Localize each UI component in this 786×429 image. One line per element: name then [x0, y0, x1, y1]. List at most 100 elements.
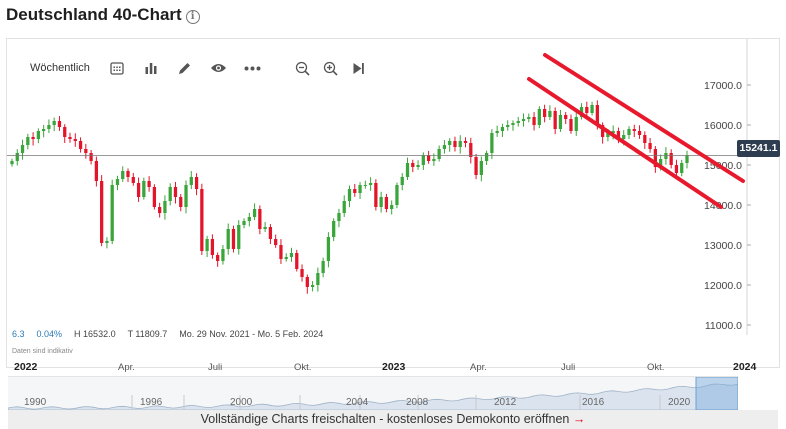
candle-body: [173, 187, 178, 197]
candle-body: [363, 185, 367, 186]
candle-body: [147, 181, 151, 187]
candle-body: [627, 129, 631, 135]
pencil-icon[interactable]: [176, 59, 194, 77]
candle-body: [10, 161, 14, 165]
candle-body: [342, 201, 346, 213]
candle-body: [52, 121, 56, 125]
change-value: 6.3: [12, 329, 25, 339]
candle-body: [305, 277, 309, 287]
candle-body: [210, 239, 215, 255]
info-icon[interactable]: i: [185, 10, 200, 24]
candle-body: [384, 197, 389, 209]
candle-body: [495, 131, 499, 133]
candle-body: [595, 105, 599, 125]
candle-body: [521, 119, 526, 121]
candle-body: [585, 107, 589, 113]
candle-body: [685, 155, 689, 163]
candle-body: [379, 197, 383, 207]
candle-body: [332, 221, 336, 237]
candle-body: [89, 153, 93, 161]
candle-body: [194, 177, 199, 189]
time-axis-label: 2024: [733, 361, 757, 373]
zoom-in-icon[interactable]: [322, 59, 340, 77]
candle-body: [221, 249, 225, 261]
candle-body: [200, 189, 204, 251]
candle-body: [532, 117, 536, 125]
candle-body: [669, 153, 673, 165]
candle-body: [263, 227, 267, 229]
candle-body: [658, 159, 663, 167]
candle-body: [63, 127, 67, 137]
trend-line-lower: [527, 77, 723, 209]
more-icon[interactable]: [244, 59, 262, 77]
chart-toolbar: Wöchentlich: [30, 58, 384, 78]
y-tick-label: 12000.0: [704, 280, 742, 292]
candle-body: [574, 117, 578, 131]
cta-link[interactable]: kostenloses Demokonto eröffnen: [386, 412, 570, 426]
candle-body: [653, 149, 657, 167]
candle-body: [326, 237, 331, 261]
navigator-selected-range[interactable]: [695, 377, 738, 410]
candle-body: [42, 129, 46, 131]
candle-body: [358, 185, 362, 193]
candle-body: [664, 153, 668, 159]
candle-body: [400, 177, 404, 185]
time-axis-label: Apr.: [470, 362, 487, 373]
candle-body: [242, 221, 246, 225]
calendar-icon[interactable]: [108, 59, 126, 77]
candle-body: [490, 133, 494, 153]
y-tick-label: 11000.0: [705, 320, 742, 332]
interval-selector[interactable]: Wöchentlich: [30, 62, 90, 74]
candle-body: [279, 245, 283, 259]
bar-chart-icon[interactable]: [142, 59, 160, 77]
candlestick-chart[interactable]: 17000.016000.015000.014000.013000.012000…: [7, 39, 781, 369]
candle-body: [553, 111, 557, 129]
candle-body: [484, 153, 489, 161]
chart-panel[interactable]: 17000.016000.015000.014000.013000.012000…: [6, 38, 780, 368]
cta-text: Vollständige Charts freischalten -: [200, 412, 387, 426]
unlock-charts-banner[interactable]: Vollständige Charts freischalten - koste…: [8, 410, 778, 429]
candle-body: [247, 217, 251, 221]
candle-body: [474, 157, 478, 175]
candle-body: [564, 115, 568, 119]
candle-body: [611, 131, 615, 133]
trend-line-upper: [543, 53, 745, 183]
time-axis-label: Okt.: [647, 362, 665, 373]
page-title: Deutschland 40-Chart i: [6, 5, 200, 25]
navigator-sparkline[interactable]: [8, 377, 738, 410]
play-icon[interactable]: [350, 59, 368, 77]
candle-body: [606, 133, 610, 137]
time-axis-label: Okt.: [294, 362, 312, 373]
candle-body: [136, 183, 141, 197]
candle-body: [548, 111, 552, 117]
candle-body: [405, 163, 410, 177]
change-percent: 0.04%: [36, 329, 63, 339]
candle-body: [105, 241, 109, 243]
candle-body: [115, 179, 120, 185]
range-navigator[interactable]: 1990 1996 2000 2004 2008 2012 2016 2020: [8, 376, 738, 410]
candle-body: [216, 255, 220, 261]
time-axis-label: Juli: [208, 362, 223, 373]
candle-body: [321, 261, 325, 273]
candle-body: [226, 229, 230, 249]
candle-body: [537, 109, 541, 125]
candle-body: [289, 253, 294, 257]
time-axis-label: Juli: [561, 362, 576, 373]
time-axis: 2022 Apr. Juli Okt. 2023 Apr. Juli Okt. 2024: [0, 360, 786, 376]
navigator-year-label: 2008: [406, 397, 429, 408]
navigator-year-label: 1990: [24, 397, 47, 408]
eye-icon[interactable]: [210, 59, 228, 77]
candle-body: [674, 165, 679, 173]
zoom-out-icon[interactable]: [294, 59, 312, 77]
navigator-year-label: 1996: [140, 397, 163, 408]
candle-body: [168, 187, 172, 201]
candle-body: [374, 183, 378, 207]
date-range: Mo. 29 Nov. 2021 - Mo. 5 Feb. 2024: [179, 329, 324, 339]
current-price-tag: 15241.1: [737, 140, 780, 157]
candle-body: [637, 131, 642, 135]
candle-body: [94, 161, 99, 181]
candle-body: [469, 143, 473, 157]
navigator-year-label: 2012: [494, 397, 517, 408]
candle-body: [15, 153, 19, 161]
candle-body: [179, 197, 183, 207]
